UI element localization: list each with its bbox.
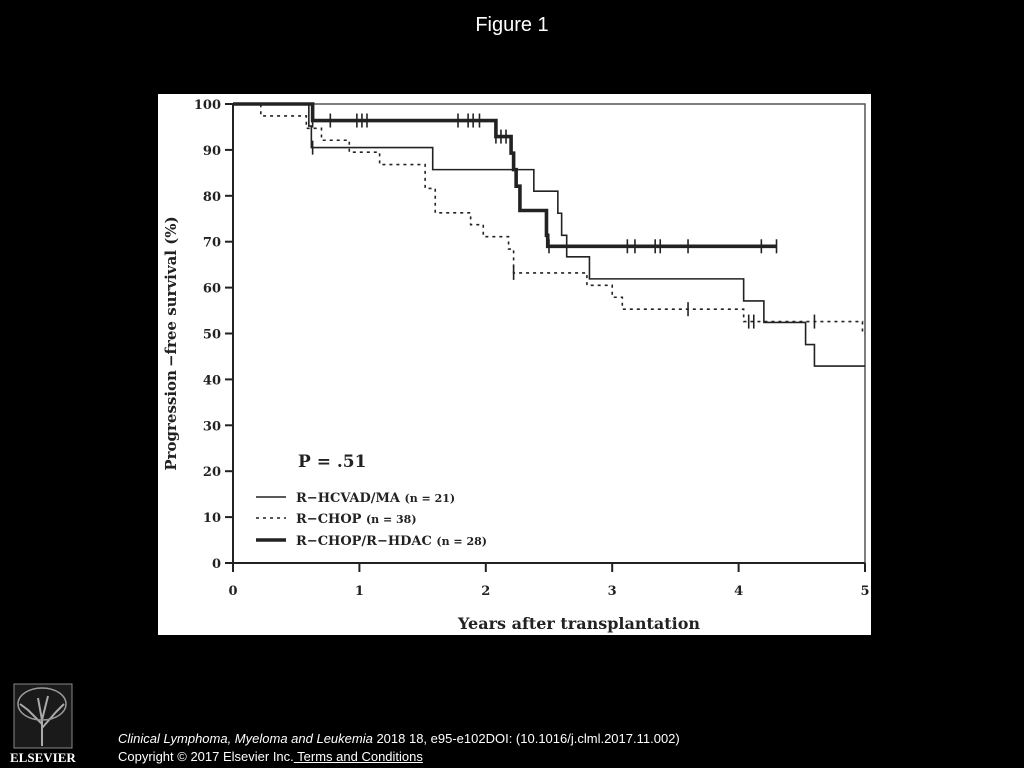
x-tick-label: 1 (355, 584, 364, 599)
figure-title: Figure 1 (475, 14, 549, 36)
legend-n-3: (n = 28) (436, 535, 487, 548)
citation-details: 2018 18, e95-e102DOI: (10.1016/j.clml.20… (372, 731, 680, 746)
x-tick-label: 2 (481, 584, 490, 599)
terms-link[interactable]: Terms and Conditions (293, 749, 423, 764)
logo-text: ELSEVIER (10, 750, 76, 765)
y-tick-label: 90 (203, 144, 221, 159)
x-axis-label: Years after transplantation (457, 614, 700, 633)
y-axis-label: Progression −free survival (%) (162, 216, 180, 470)
y-tick-label: 40 (203, 373, 221, 388)
legend-label-3: R−CHOP/R−HDAC (n = 28) (296, 534, 487, 549)
p-value-annotation: P = .51 (298, 452, 366, 472)
y-tick-label: 20 (203, 465, 221, 480)
y-tick-label: 0 (212, 557, 221, 572)
survival-curve-2 (233, 103, 865, 335)
x-tick-label: 4 (734, 584, 743, 599)
x-tick-label: 0 (228, 584, 237, 599)
copyright-line: Copyright © 2017 Elsevier Inc. Terms and… (118, 749, 423, 764)
y-tick-label: 80 (203, 190, 221, 205)
citation-line: Clinical Lymphoma, Myeloma and Leukemia … (118, 731, 680, 746)
x-tick-label: 5 (860, 584, 869, 599)
legend-n-1: (n = 21) (405, 492, 456, 505)
survival-chart: 0 10 20 30 40 50 60 70 80 90 100 0 1 2 3 4 5 Years after … (162, 98, 870, 633)
journal-name: Clinical Lymphoma, Myeloma and Leukemia (118, 731, 373, 746)
y-tick-label: 10 (203, 511, 221, 526)
y-tick-label: 30 (203, 419, 221, 434)
plot-frame (233, 103, 866, 563)
y-tick-label: 70 (203, 236, 221, 251)
elsevier-logo: ELSEVIER (10, 683, 76, 765)
survival-curve-1 (233, 103, 865, 367)
y-tick-label: 60 (203, 282, 221, 297)
survival-curve-3 (233, 102, 777, 249)
chart-panel: 0 10 20 30 40 50 60 70 80 90 100 0 1 2 3 4 5 Years after … (158, 94, 871, 635)
legend-label-1: R−HCVAD/MA (n = 21) (296, 491, 455, 506)
x-tick-label: 3 (608, 584, 617, 599)
y-tick-label: 50 (203, 328, 221, 343)
y-tick-label: 100 (194, 98, 221, 113)
legend-n-2: (n = 38) (366, 513, 417, 526)
legend-label-2: R−CHOP (n = 38) (296, 512, 417, 527)
copyright-text: Copyright © 2017 Elsevier Inc. (118, 749, 294, 764)
